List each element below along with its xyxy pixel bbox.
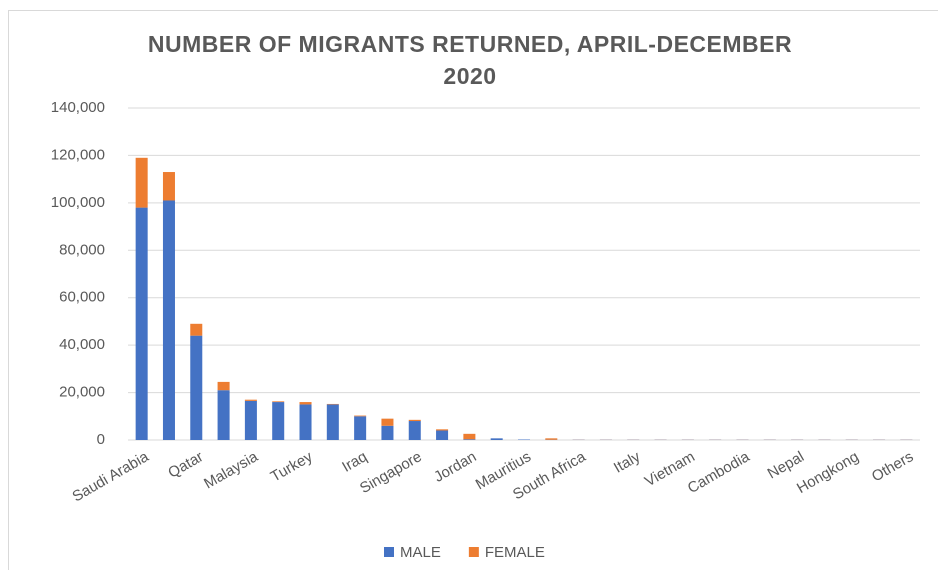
x-tick-label: Singapore	[357, 448, 425, 497]
bar-segment	[326, 404, 339, 440]
legend-label: MALE	[400, 544, 441, 561]
bar-segment	[299, 404, 312, 440]
bar-segment	[545, 438, 558, 440]
x-tick-label: Italy	[611, 448, 644, 477]
bar-segment	[162, 200, 175, 440]
bar-segment	[272, 401, 285, 403]
legend-swatch	[468, 547, 479, 557]
y-tick-label: 80,000	[59, 241, 105, 258]
bar-segment	[463, 433, 476, 440]
y-tick-label: 20,000	[59, 384, 105, 401]
bar-segment	[299, 402, 312, 405]
bar-segment	[354, 416, 367, 440]
x-tick-label: Others	[869, 448, 916, 485]
bar-segment	[217, 390, 230, 440]
bar-segment	[190, 335, 203, 440]
chart-title: NUMBER OF MIGRANTS RETURNED, APRIL-DECEM…	[147, 31, 793, 89]
bar-segment	[190, 323, 203, 336]
bar-segment	[354, 415, 367, 417]
bar-segment	[436, 430, 449, 440]
x-tick-label: Qatar	[165, 448, 206, 481]
x-tick-label: Cambodia	[685, 448, 753, 497]
y-tick-label: 140,000	[51, 99, 105, 116]
x-tick-label: Turkey	[268, 448, 316, 486]
bar-segment	[135, 207, 148, 440]
bar-segment	[490, 438, 503, 440]
x-tick-label: Hongkong	[794, 448, 862, 497]
bar-segment	[244, 400, 257, 440]
bar-segment	[244, 399, 257, 401]
y-tick-label: 40,000	[59, 336, 105, 353]
x-tick-label: Saudi Arabia	[69, 448, 152, 506]
legend-label: FEMALE	[485, 544, 545, 561]
y-tick-label: 100,000	[51, 194, 105, 211]
bar-segment	[381, 425, 394, 440]
bar-segment	[463, 439, 476, 440]
bar-segment	[217, 381, 230, 391]
y-tick-label: 60,000	[59, 289, 105, 306]
x-tick-label: Jordan	[431, 448, 479, 486]
bar-segment	[381, 418, 394, 426]
bar-segment	[436, 429, 449, 431]
x-tick-label: Malaysia	[201, 448, 261, 493]
bar-segment	[408, 421, 421, 440]
y-tick-label: 0	[97, 431, 105, 448]
x-tick-label: Iraq	[339, 448, 370, 476]
bar-segment	[272, 402, 285, 440]
legend-swatch	[384, 547, 394, 557]
bar-segment	[408, 419, 421, 422]
chart-frame	[8, 10, 938, 570]
bar-segment	[135, 157, 148, 208]
y-tick-label: 120,000	[51, 146, 105, 163]
bar-segment	[162, 172, 175, 201]
